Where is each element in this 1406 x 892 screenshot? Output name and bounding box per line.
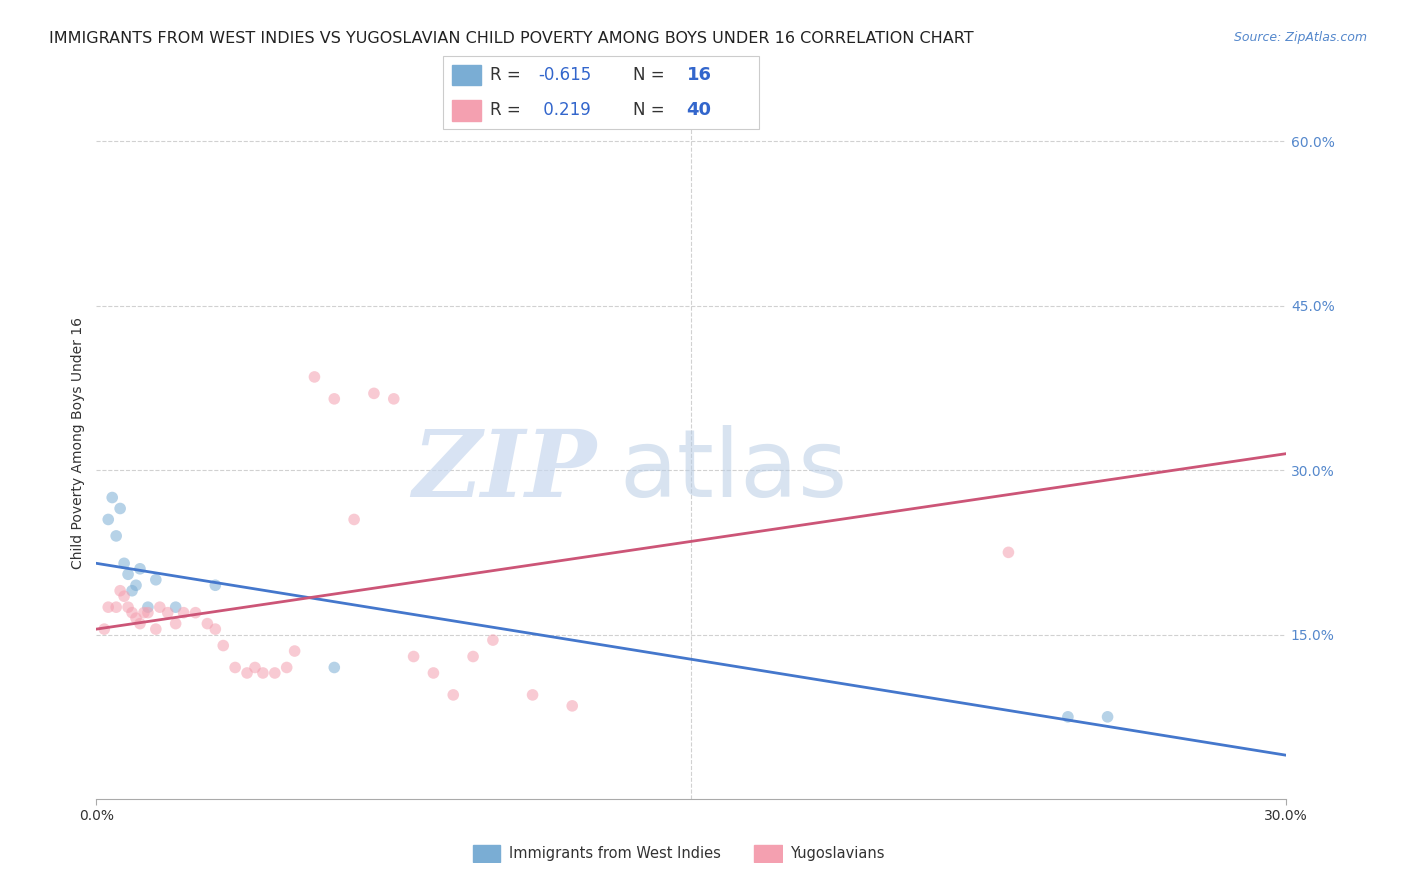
Point (263, 665, 285, 680)
Point (101, 491, 124, 505)
Point (204, 578, 226, 592)
Point (117, 567, 139, 582)
Point (117, 600, 139, 615)
Point (129, 616, 152, 631)
Point (197, 616, 219, 631)
Point (145, 573, 167, 587)
Point (363, 386, 385, 401)
Point (108, 583, 131, 598)
Text: 0.219: 0.219 (537, 102, 591, 120)
Text: Source: ZipAtlas.com: Source: ZipAtlas.com (1233, 31, 1367, 45)
Text: N =: N = (633, 66, 669, 84)
Point (522, 688, 544, 702)
Point (165, 616, 187, 631)
Point (112, 557, 135, 571)
Point (243, 660, 266, 674)
Point (236, 665, 259, 680)
Point (212, 639, 235, 653)
Point (136, 600, 159, 615)
Point (382, 392, 405, 406)
Point (1057, 710, 1080, 724)
Bar (453, 100, 481, 120)
Point (422, 665, 444, 680)
Point (108, 501, 131, 516)
Point (1097, 710, 1119, 724)
Text: IMMIGRANTS FROM WEST INDIES VS YUGOSLAVIAN CHILD POVERTY AMONG BOYS UNDER 16 COR: IMMIGRANTS FROM WEST INDIES VS YUGOSLAVI… (49, 31, 974, 46)
Point (204, 622, 226, 636)
Point (132, 606, 155, 620)
Text: -0.615: -0.615 (537, 66, 591, 84)
Text: Yugoslavians: Yugoslavians (790, 847, 884, 861)
Point (156, 606, 179, 620)
Text: Immigrants from West Indies: Immigrants from West Indies (509, 847, 721, 861)
Point (97, 512, 120, 526)
Point (343, 512, 366, 526)
Point (224, 660, 246, 674)
Text: R =: R = (491, 66, 526, 84)
Point (105, 600, 128, 615)
Text: 40: 40 (686, 102, 711, 120)
Point (482, 633, 505, 648)
Text: 16: 16 (686, 66, 711, 84)
Point (136, 606, 159, 620)
Point (125, 611, 148, 625)
Text: atlas: atlas (620, 425, 848, 517)
Point (461, 649, 484, 664)
Point (284, 644, 307, 658)
Point (93, 622, 115, 636)
Bar (453, 65, 481, 86)
Point (105, 529, 128, 543)
Point (323, 660, 346, 674)
Y-axis label: Child Poverty Among Boys Under 16: Child Poverty Among Boys Under 16 (72, 317, 86, 569)
Point (125, 578, 148, 592)
Point (112, 589, 135, 603)
Text: N =: N = (633, 102, 669, 120)
Point (402, 649, 425, 664)
Point (129, 562, 152, 576)
Point (561, 698, 583, 713)
Point (997, 545, 1019, 559)
Point (97, 600, 120, 615)
Point (165, 600, 187, 615)
Point (304, 370, 326, 384)
Point (441, 688, 464, 702)
Text: ZIP: ZIP (412, 426, 596, 516)
Point (149, 600, 172, 615)
Point (323, 392, 346, 406)
Point (184, 606, 207, 620)
Point (276, 660, 298, 674)
Text: R =: R = (491, 102, 526, 120)
Point (145, 622, 167, 636)
Point (252, 665, 274, 680)
Point (121, 606, 143, 620)
Point (121, 583, 143, 598)
Point (173, 606, 195, 620)
FancyBboxPatch shape (443, 56, 759, 129)
